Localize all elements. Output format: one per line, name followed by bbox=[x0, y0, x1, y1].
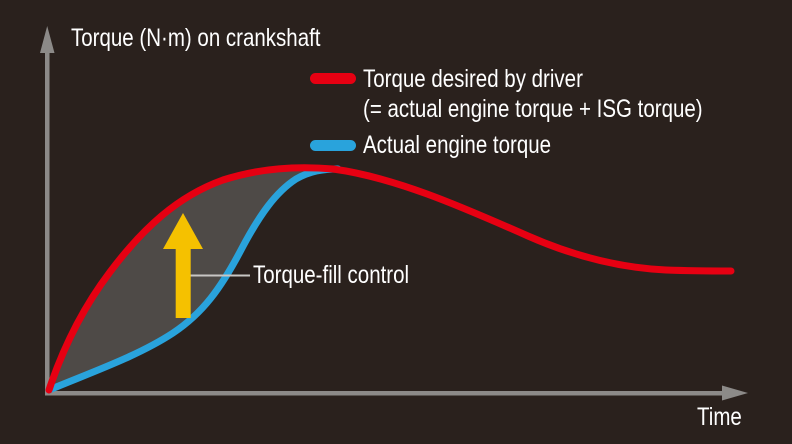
x-axis-label: Time bbox=[697, 403, 742, 431]
legend-label-desired-torque: Torque desired by driver (= actual engin… bbox=[363, 64, 703, 124]
chart-title: Torque (N·m) on crankshaft bbox=[71, 24, 321, 52]
actual-engine-torque-curve bbox=[45, 165, 342, 394]
torque-fill-arrow-icon bbox=[163, 213, 203, 318]
legend-label-desired-line2: (= actual engine torque + ISG torque) bbox=[363, 95, 703, 123]
y-axis bbox=[45, 48, 50, 395]
torque-fill-arrow-head bbox=[163, 213, 203, 249]
x-axis bbox=[45, 391, 723, 396]
desired-torque-curve bbox=[45, 164, 735, 394]
legend-label-actual-torque: Actual engine torque bbox=[363, 131, 552, 159]
annotation-label: Torque-fill control bbox=[253, 261, 410, 289]
y-axis-arrowhead-icon bbox=[40, 26, 55, 53]
torque-fill-arrow-shaft bbox=[175, 246, 191, 318]
legend-swatch-desired-torque bbox=[310, 73, 356, 84]
x-axis-arrowhead-icon bbox=[722, 385, 748, 401]
legend-swatch-actual-torque bbox=[310, 140, 356, 151]
torque-gap-fill-area bbox=[49, 167, 338, 390]
legend-label-desired-line1: Torque desired by driver bbox=[363, 65, 583, 93]
